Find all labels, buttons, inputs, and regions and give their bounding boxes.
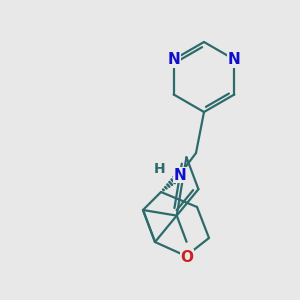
Text: N: N (228, 52, 241, 67)
Text: H: H (154, 162, 166, 176)
Text: N: N (174, 167, 186, 182)
Text: O: O (181, 250, 194, 265)
Text: N: N (167, 52, 180, 67)
